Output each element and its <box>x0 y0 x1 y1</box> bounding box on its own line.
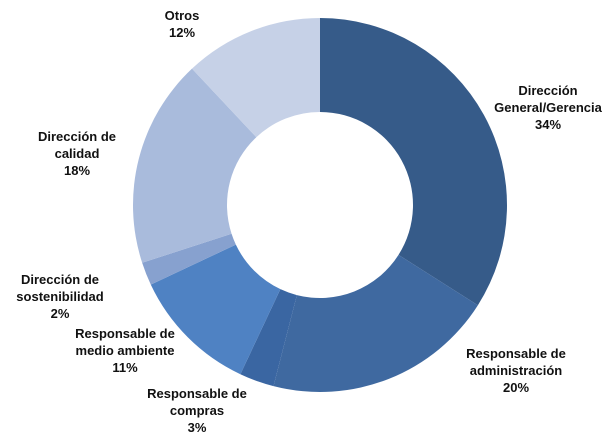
category-label: Responsable de medio ambiente <box>75 325 175 358</box>
slice-label: Responsable de medio ambiente 11% <box>60 325 190 376</box>
slice-label: Otros 12% <box>142 7 222 41</box>
slice <box>273 254 478 393</box>
slice <box>320 18 507 306</box>
slice-label: Responsable de administración 20% <box>451 345 581 396</box>
value-label: 3% <box>187 419 207 434</box>
value-label: 2% <box>50 305 70 321</box>
slice-label: Dirección de sostenibilidad 2% <box>0 271 120 322</box>
category-label: Dirección General/Gerencia <box>494 82 602 115</box>
slice <box>240 289 297 387</box>
slice-label: Dirección General/Gerencia 34% <box>478 82 608 133</box>
value-label: 20% <box>502 379 530 395</box>
slice <box>150 244 281 375</box>
value-label: 34% <box>534 116 562 132</box>
slice <box>191 18 320 138</box>
category-label: Otros <box>164 8 200 23</box>
slice <box>142 233 236 285</box>
value-label: 12% <box>168 25 196 40</box>
slice-label: Responsable de compras 3% <box>132 385 262 434</box>
category-label: Responsable de administración <box>466 345 566 378</box>
category-label: Responsable de compras <box>147 385 247 418</box>
category-label: Dirección de sostenibilidad <box>16 271 104 304</box>
value-label: 11% <box>112 359 138 375</box>
value-label: 18% <box>63 162 91 178</box>
category-label: Dirección de calidad <box>37 128 117 161</box>
slice-label: Dirección de calidad 18% <box>22 128 132 179</box>
slice <box>133 68 257 263</box>
